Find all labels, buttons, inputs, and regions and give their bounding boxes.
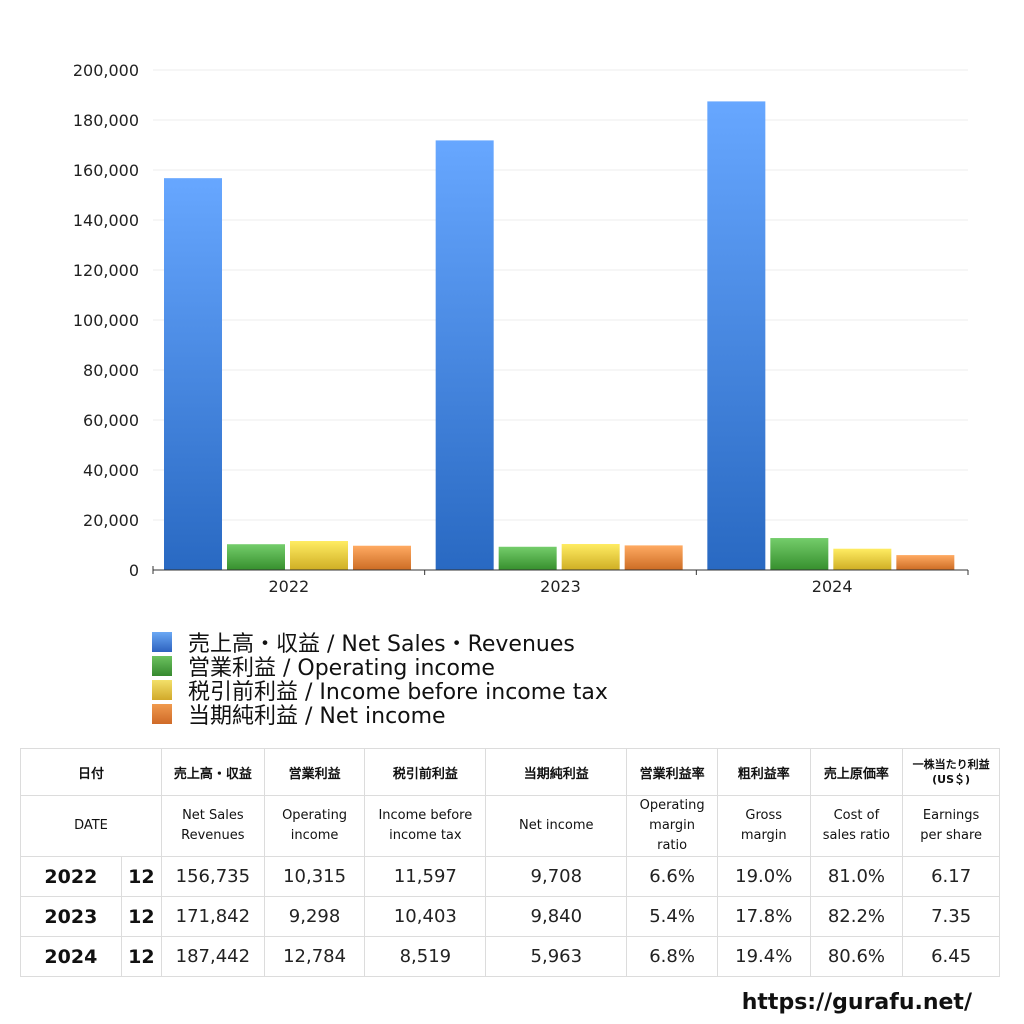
y-tick-label: 40,000: [83, 461, 139, 480]
legend-swatch-net-income: [152, 704, 172, 724]
header-cell: 粗利益率: [716, 748, 811, 796]
net-sales-cell: 171,842: [161, 896, 265, 937]
bar-2023-series-0: [435, 140, 494, 570]
y-tick-label: 0: [129, 561, 139, 580]
y-tick-label: 180,000: [73, 111, 139, 130]
y-tick-label: 20,000: [83, 511, 139, 530]
header-cell: 日付: [20, 748, 162, 796]
bar-2023-series-3: [624, 545, 683, 570]
year-cell: 2023: [20, 896, 122, 937]
legend-label: 当期純利益 / Net income: [188, 704, 446, 729]
legend: 売上高・収益 / Net Sales・Revenues 営業利益 / Opera…: [152, 630, 608, 729]
legend-swatch-net-sales: [152, 632, 172, 652]
legend-label: 売上高・収益 / Net Sales・Revenues: [188, 632, 575, 657]
legend-item-net-sales: 売上高・収益 / Net Sales・Revenues: [152, 630, 608, 657]
y-tick-label: 140,000: [73, 211, 139, 230]
month-cell: 12: [120, 856, 163, 897]
operating-income-cell: 10,315: [263, 856, 366, 897]
y-tick-label: 120,000: [73, 261, 139, 280]
month-cell: 12: [120, 936, 163, 977]
legend-swatch-operating-income: [152, 656, 172, 676]
cost-of-sales-ratio-cell: 82.2%: [809, 896, 904, 937]
site-url-watermark: https://gurafu.net/: [741, 990, 972, 1015]
bar-2024-series-0: [707, 101, 766, 571]
table-header-ja: 日付 売上高・収益 営業利益 税引前利益 当期純利益 営業利益率 粗利益率 売上…: [20, 748, 1000, 796]
eps-cell: 6.17: [902, 856, 1000, 897]
x-tick-label: 2023: [540, 577, 581, 596]
bar-2024-series-1: [770, 538, 829, 570]
table-header-en: DATE Net Sales Revenues Operating income…: [20, 795, 1000, 857]
legend-item-income-before-tax: 税引前利益 / Income before income tax: [152, 678, 608, 705]
table-row: 2022 12 156,735 10,315 11,597 9,708 6.6%…: [20, 856, 1000, 897]
header-cell: Operating income: [263, 795, 366, 857]
net-income-cell: 9,708: [485, 856, 628, 897]
x-tick-label: 2022: [268, 577, 309, 596]
header-cell: 営業利益: [263, 748, 366, 796]
y-tick-label: 80,000: [83, 361, 139, 380]
bar-2022-series-0: [164, 178, 222, 570]
operating-income-cell: 12,784: [263, 936, 366, 977]
year-cell: 2024: [20, 936, 122, 977]
header-cell: DATE: [20, 795, 162, 857]
bar-2024-series-3: [896, 555, 955, 570]
axes: 200,000 180,000 160,000 140,000 120,000 100,0…: [73, 61, 969, 596]
header-cell: Gross margin: [716, 795, 811, 857]
bar-chart: 200,000 180,000 160,000 140,000 120,000 100,0…: [73, 61, 969, 596]
header-cell: 営業利益率: [626, 748, 718, 796]
net-income-cell: 5,963: [485, 936, 628, 977]
income-before-tax-cell: 11,597: [364, 856, 487, 897]
legend-label: 営業利益 / Operating income: [188, 656, 495, 681]
operating-income-cell: 9,298: [263, 896, 366, 937]
header-cell: Operating margin ratio: [626, 795, 718, 857]
bar-2022-series-1: [227, 544, 285, 570]
header-cell: Net Sales Revenues: [161, 795, 265, 857]
bar-2023-series-2: [561, 543, 620, 570]
financial-data-table: 日付 売上高・収益 営業利益 税引前利益 当期純利益 営業利益率 粗利益率 売上…: [20, 748, 1000, 977]
net-income-cell: 9,840: [485, 896, 628, 937]
header-cell: 売上原価率: [809, 748, 904, 796]
operating-margin-cell: 6.8%: [626, 936, 718, 977]
header-cell: 税引前利益: [364, 748, 487, 796]
legend-item-net-income: 当期純利益 / Net income: [152, 702, 608, 729]
gridlines: [153, 69, 968, 521]
table-row: 2023 12 171,842 9,298 10,403 9,840 5.4% …: [20, 896, 1000, 937]
bar-2023-series-1: [498, 546, 557, 570]
gross-margin-cell: 19.4%: [716, 936, 811, 977]
net-sales-cell: 187,442: [161, 936, 265, 977]
bars: [164, 101, 955, 571]
x-tick-label: 2024: [812, 577, 853, 596]
operating-margin-cell: 5.4%: [626, 896, 718, 937]
legend-item-operating-income: 営業利益 / Operating income: [152, 654, 608, 681]
cost-of-sales-ratio-cell: 80.6%: [809, 936, 904, 977]
month-cell: 12: [120, 896, 163, 937]
gross-margin-cell: 19.0%: [716, 856, 811, 897]
y-tick-label: 200,000: [73, 61, 139, 80]
operating-margin-cell: 6.6%: [626, 856, 718, 897]
eps-cell: 6.45: [902, 936, 1000, 977]
table-row: 2024 12 187,442 12,784 8,519 5,963 6.8% …: [20, 936, 1000, 977]
y-tick-label: 100,000: [73, 311, 139, 330]
eps-cell: 7.35: [902, 896, 1000, 937]
header-cell: Income before income tax: [364, 795, 487, 857]
header-cell: 一株当たり利益 (US＄): [902, 748, 1000, 796]
legend-swatch-income-before-tax: [152, 680, 172, 700]
y-tick-label: 160,000: [73, 161, 139, 180]
header-cell: Cost of sales ratio: [809, 795, 904, 857]
year-cell: 2022: [20, 856, 122, 897]
header-cell: 当期純利益: [485, 748, 628, 796]
income-before-tax-cell: 10,403: [364, 896, 487, 937]
legend-label: 税引前利益 / Income before income tax: [188, 680, 608, 705]
header-cell: Net income: [485, 795, 628, 857]
y-tick-label: 60,000: [83, 411, 139, 430]
bar-2024-series-2: [833, 548, 892, 570]
net-sales-cell: 156,735: [161, 856, 265, 897]
cost-of-sales-ratio-cell: 81.0%: [809, 856, 904, 897]
bar-2022-series-2: [290, 541, 348, 570]
header-cell: 売上高・収益: [161, 748, 265, 796]
gross-margin-cell: 17.8%: [716, 896, 811, 937]
bar-2022-series-3: [353, 545, 411, 570]
header-cell: Earnings per share: [902, 795, 1000, 857]
income-before-tax-cell: 8,519: [364, 936, 487, 977]
